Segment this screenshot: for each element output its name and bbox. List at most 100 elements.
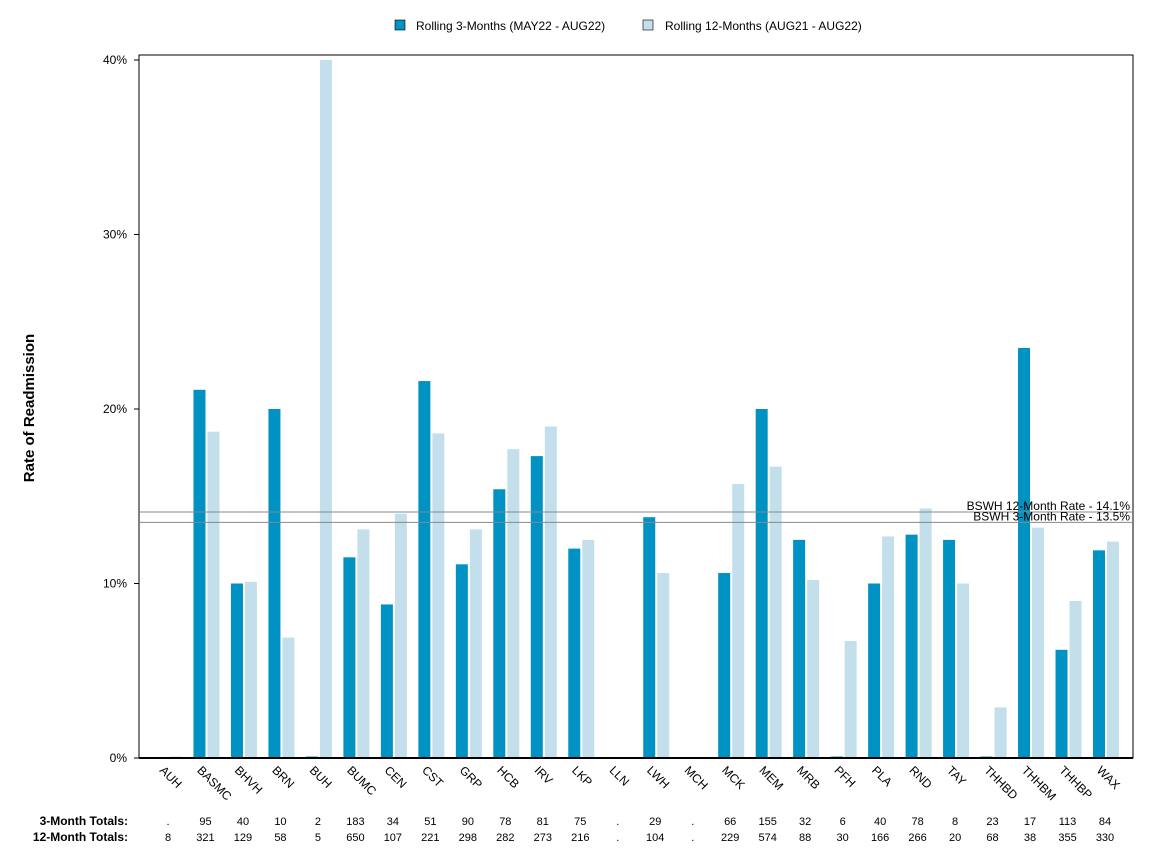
totals-table: 3-Month Totals: 12-Month Totals:. 8 95 321 40…: [33, 814, 1114, 844]
bar-12month-bumc: [357, 529, 370, 758]
bar-3month-cst: [418, 381, 431, 758]
total-12month-cell: 330: [1096, 832, 1114, 844]
x-tick-label: AUH: [157, 763, 185, 791]
total-12month-cell: 229: [721, 832, 739, 844]
legend-label-3month: Rolling 3-Months (MAY22 - AUG22): [416, 19, 605, 33]
total-3month-cell: .: [166, 816, 169, 828]
totals-label-12month: 12-Month Totals:: [33, 830, 128, 844]
x-tick-label: RND: [906, 763, 935, 792]
total-3month-cell: 78: [911, 816, 923, 828]
legend-swatch-3month: [394, 19, 406, 31]
bar-3month-lwh: [643, 517, 656, 758]
total-12month-cell: 20: [949, 832, 961, 844]
total-3month-cell: .: [616, 816, 619, 828]
bar-12month-buh: [319, 60, 332, 758]
x-tick-label: BHVH: [232, 763, 265, 796]
bar-12month-tay: [957, 583, 970, 758]
x-tick-label: BUMC: [344, 763, 379, 798]
total-12month-cell: 68: [986, 832, 998, 844]
x-tick-label: TAY: [944, 763, 969, 788]
total-3month-cell: 2: [315, 816, 321, 828]
bar-12month-pla: [882, 536, 895, 758]
total-3month-cell: 40: [874, 816, 886, 828]
x-tick-label: LKP: [569, 763, 595, 789]
bar-3month-cen: [380, 604, 393, 758]
x-tick-label: BASMC: [194, 763, 234, 803]
bar-12month-irv: [544, 426, 557, 758]
total-12month-cell: 166: [871, 832, 889, 844]
bar-12month-mrb: [807, 580, 820, 758]
total-3month-cell: .: [691, 816, 694, 828]
x-tick-label: BRN: [269, 763, 297, 791]
x-tick-label: GRP: [457, 763, 485, 791]
bar-12month-cst: [432, 433, 445, 758]
bar-3month-thhbp: [1055, 649, 1068, 758]
total-12month-cell: 650: [346, 832, 364, 844]
total-12month-cell: 38: [1024, 832, 1036, 844]
total-12month-cell: 282: [496, 832, 514, 844]
bar-3month-bumc: [343, 557, 356, 758]
total-12month-cell: 321: [196, 832, 214, 844]
bar-12month-mck: [732, 484, 745, 758]
y-tick-label: 30%: [103, 228, 127, 242]
bar-12month-basmc: [207, 431, 220, 758]
bar-3month-lkp: [568, 548, 581, 758]
total-3month-cell: 34: [387, 816, 399, 828]
x-tick-label: CEN: [382, 763, 410, 791]
total-12month-cell: 107: [384, 832, 402, 844]
legend-label-12month: Rolling 12-Months (AUG21 - AUG22): [665, 19, 862, 33]
x-tick-label: PFH: [832, 763, 859, 790]
y-tick-label: 0%: [110, 751, 128, 765]
total-12month-cell: 216: [571, 832, 589, 844]
bar-3month-brn: [268, 409, 281, 758]
total-12month-cell: 574: [759, 832, 777, 844]
total-12month-cell: 30: [837, 832, 849, 844]
bar-3month-mrb: [793, 539, 806, 758]
reference-line-label: BSWH 3-Month Rate - 13.5%: [973, 509, 1130, 523]
total-12month-cell: 5: [315, 832, 321, 844]
x-tick-label: MRB: [794, 763, 823, 792]
total-3month-cell: 81: [537, 816, 549, 828]
x-tick-label: LLN: [607, 763, 632, 788]
x-tick-label: MCK: [719, 763, 748, 792]
bar-12month-thhbm: [1032, 527, 1045, 758]
y-tick-label: 40%: [103, 53, 127, 67]
total-3month-cell: 51: [424, 816, 436, 828]
x-tick-label: THHBD: [981, 763, 1020, 802]
bar-3month-rnd: [905, 534, 918, 758]
bar-12month-lwh: [657, 573, 670, 758]
x-tick-label: IRV: [532, 763, 556, 787]
y-tick-label: 20%: [103, 402, 127, 416]
legend: Rolling 3-Months (MAY22 - AUG22) Rolling…: [394, 19, 862, 33]
bar-3month-pla: [868, 583, 881, 758]
total-3month-cell: 6: [840, 816, 846, 828]
totals-label-3month: 3-Month Totals:: [40, 814, 128, 828]
total-3month-cell: 8: [952, 816, 958, 828]
bar-12month-bhvh: [244, 581, 257, 758]
bar-12month-lkp: [582, 539, 595, 758]
total-12month-cell: 129: [234, 832, 252, 844]
bar-12month-pfh: [844, 641, 857, 758]
total-3month-cell: 95: [199, 816, 211, 828]
total-3month-cell: 17: [1024, 816, 1036, 828]
bar-3month-thhbm: [1018, 347, 1031, 758]
x-tick-label: LWH: [644, 763, 672, 791]
y-axis-title: Rate of Readmission: [21, 334, 38, 482]
bar-3month-bhvh: [230, 583, 243, 758]
reference-lines: BSWH 12-Month Rate - 14.1%BSWH 3-Month R…: [139, 499, 1133, 523]
total-3month-cell: 40: [237, 816, 249, 828]
legend-swatch-12month: [642, 19, 654, 31]
total-3month-cell: 84: [1099, 816, 1111, 828]
bar-12month-thhbd: [994, 707, 1007, 758]
x-tick-label: MEM: [757, 763, 787, 793]
total-12month-cell: 298: [459, 832, 477, 844]
bar-3month-basmc: [193, 389, 206, 758]
bar-12month-wax: [1107, 541, 1119, 758]
bar-3month-tay: [943, 539, 956, 758]
total-3month-cell: 183: [346, 816, 364, 828]
total-12month-cell: 266: [908, 832, 926, 844]
bar-12month-thhbp: [1069, 600, 1082, 758]
bar-3month-irv: [530, 456, 543, 758]
x-tick-label: CST: [419, 763, 446, 790]
